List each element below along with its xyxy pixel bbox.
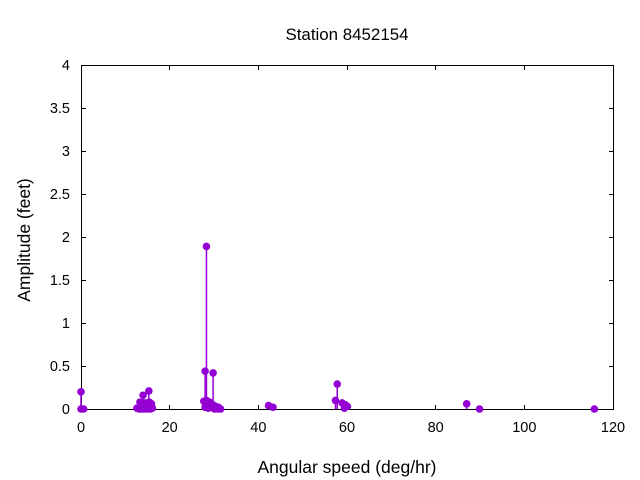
svg-text:80: 80	[428, 420, 444, 436]
svg-text:4: 4	[62, 58, 70, 74]
svg-text:40: 40	[250, 420, 266, 436]
svg-text:2.5: 2.5	[50, 187, 70, 203]
svg-text:0: 0	[77, 420, 85, 436]
svg-text:1.5: 1.5	[50, 273, 70, 289]
svg-text:120: 120	[601, 420, 625, 436]
svg-text:60: 60	[339, 420, 355, 436]
svg-text:20: 20	[162, 420, 178, 436]
svg-text:2: 2	[62, 230, 70, 246]
svg-text:1: 1	[62, 316, 70, 332]
svg-text:0: 0	[62, 402, 70, 418]
svg-text:100: 100	[512, 420, 536, 436]
svg-text:0.5: 0.5	[50, 359, 70, 375]
svg-text:3.5: 3.5	[50, 101, 70, 117]
svg-text:3: 3	[62, 144, 70, 160]
